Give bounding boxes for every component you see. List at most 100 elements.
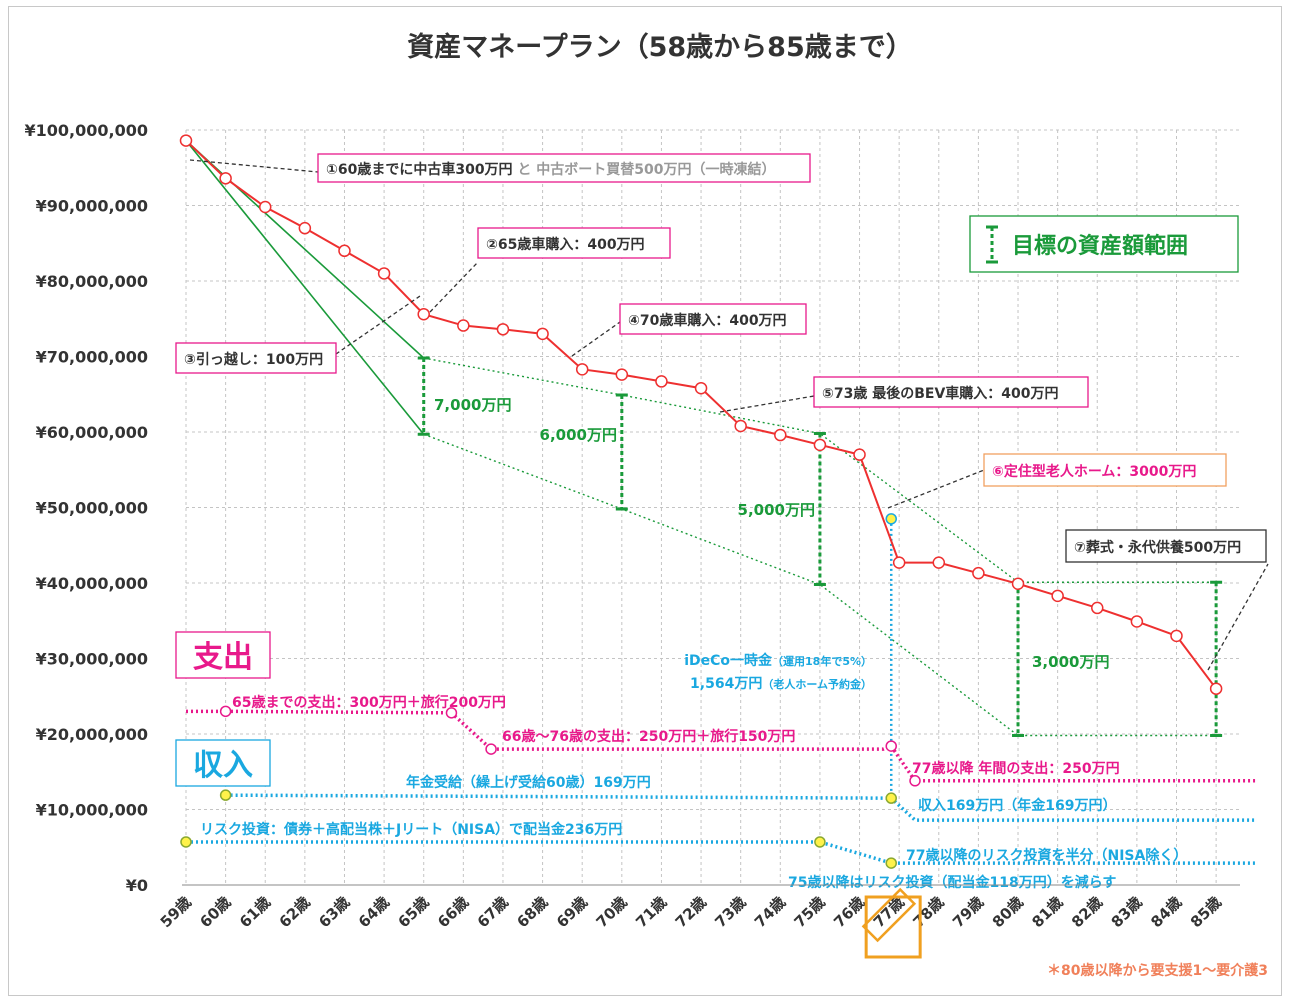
asset-point bbox=[258, 200, 272, 214]
legend-box bbox=[969, 215, 1239, 273]
x-tick-label: 82歳 bbox=[1068, 893, 1106, 931]
event-1-leader bbox=[189, 159, 319, 173]
y-tick-label: ¥20,000,000 bbox=[36, 725, 148, 744]
expense-marker bbox=[909, 775, 921, 787]
x-tick-label: 63歳 bbox=[315, 893, 353, 931]
expense-line bbox=[186, 709, 1256, 783]
dividend-marker bbox=[814, 836, 826, 848]
x-tick-label: 72歳 bbox=[672, 893, 710, 931]
y-tick-label: ¥70,000,000 bbox=[36, 348, 148, 367]
asset-point bbox=[1170, 629, 1183, 643]
y-tick-label: ¥10,000,000 bbox=[36, 801, 148, 820]
expense-to65-label: 65歳までの支出：300万円＋旅行200万円 bbox=[232, 694, 506, 711]
care-note: ＊80歳以降から要支援1～要介護3 bbox=[1047, 962, 1268, 979]
y-tick-label: ¥80,000,000 bbox=[36, 272, 148, 291]
x-tick-label: 59歳 bbox=[157, 893, 195, 931]
event-3-leader bbox=[335, 295, 421, 355]
ideco-line2-main: 1,564万円 bbox=[690, 676, 762, 692]
annotations: ①60歳までに中古車300万円 と 中古ボート買替500万円（一時凍結） ②65歳… bbox=[175, 153, 1269, 979]
y-tick-label: ¥0 bbox=[126, 876, 148, 895]
pension-line bbox=[225, 793, 1256, 822]
x-tick-label: 81歳 bbox=[1028, 893, 1066, 931]
risk-75-label: 75歳以降はリスク投資（配当金118万円）を減らす bbox=[788, 874, 1116, 891]
x-tick-label: 74歳 bbox=[751, 893, 789, 931]
asset-point bbox=[972, 566, 985, 580]
risk-label: リスク投資：債券＋高配当株＋Jリート（NISA）で配当金236万円 bbox=[200, 821, 622, 838]
x-tick-label: 79歳 bbox=[949, 893, 987, 931]
highlight-77-box bbox=[864, 895, 922, 959]
y-tick-label: ¥60,000,000 bbox=[36, 423, 148, 442]
event-5-leader bbox=[719, 395, 815, 413]
asset-point bbox=[853, 448, 866, 461]
ideco-line2-sub: （老人ホーム予約金） bbox=[762, 677, 872, 691]
event-7-label: ⑦葬式・永代供養500万円 bbox=[1074, 539, 1241, 556]
asset-point bbox=[179, 134, 193, 147]
target-range-label: 5,000万円 bbox=[738, 501, 815, 519]
risk-77-label: 77歳以降のリスク投資を半分（NISA除く） bbox=[906, 847, 1187, 864]
asset-point bbox=[1130, 615, 1144, 628]
asset-point bbox=[377, 267, 391, 280]
event-6-box bbox=[983, 453, 1227, 487]
event-5-label: ⑤73歳 最後のBEV車購入：400万円 bbox=[822, 385, 1059, 402]
event-6-label: ⑥定住型老人ホーム：3000万円 bbox=[992, 463, 1196, 480]
event-5-box bbox=[813, 376, 1089, 408]
asset-point bbox=[932, 556, 946, 569]
x-tick-label: 69歳 bbox=[553, 893, 591, 931]
asset-point bbox=[575, 363, 589, 376]
asset-point bbox=[417, 307, 430, 321]
target-lower-solid bbox=[185, 140, 425, 435]
x-tick-label: 67歳 bbox=[474, 893, 512, 931]
x-tick-label: 83歳 bbox=[1108, 893, 1146, 931]
event-2-box bbox=[477, 227, 671, 259]
y-tick-label: ¥50,000,000 bbox=[36, 499, 148, 518]
y-tick-label: ¥40,000,000 bbox=[36, 574, 148, 593]
event-4-box bbox=[619, 303, 807, 335]
x-tick-label: 60歳 bbox=[196, 893, 234, 931]
x-tick-label: 80歳 bbox=[989, 893, 1027, 931]
event-3-label: ③引っ越し：100万円 bbox=[184, 351, 323, 368]
event-1-box bbox=[317, 153, 811, 183]
asset-point bbox=[338, 244, 351, 258]
income-heading: 収入 bbox=[193, 748, 253, 783]
event-1-main: ①60歳までに中古車300万円 bbox=[326, 161, 513, 178]
pension-marker bbox=[885, 792, 897, 804]
event-2-label: ②65歳車購入：400万円 bbox=[486, 236, 645, 253]
income-heading-box bbox=[175, 739, 271, 787]
asset-point bbox=[1091, 601, 1104, 615]
x-tick-label: 84歳 bbox=[1147, 893, 1185, 931]
dividend-line bbox=[186, 840, 1256, 865]
asset-point bbox=[813, 438, 827, 452]
target-range-label: 3,000万円 bbox=[1032, 653, 1109, 671]
event-7-leader bbox=[1207, 563, 1269, 671]
pension-marker bbox=[219, 789, 232, 801]
target-range-label: 7,000万円 bbox=[434, 396, 511, 414]
y-tick-label: ¥100,000,000 bbox=[25, 121, 148, 140]
x-tick-label: 77歳 bbox=[870, 893, 908, 931]
event-4-leader bbox=[571, 321, 621, 357]
event-6-leader bbox=[887, 469, 985, 509]
asset-point bbox=[496, 323, 510, 336]
expense-marker bbox=[885, 740, 897, 752]
asset-point bbox=[892, 556, 906, 569]
expense-heading-box bbox=[175, 631, 271, 679]
x-tick-label: 85歳 bbox=[1187, 893, 1225, 931]
x-tick-label: 65歳 bbox=[394, 893, 432, 931]
asset-point bbox=[655, 375, 668, 388]
x-tick-label: 70歳 bbox=[593, 893, 631, 931]
asset-point bbox=[734, 419, 747, 433]
event-1-extra: と 中古ボート買替500万円（一時凍結） bbox=[513, 161, 776, 178]
x-tick-label: 75歳 bbox=[791, 893, 829, 931]
x-tick-label: 73歳 bbox=[711, 893, 749, 931]
expense-heading: 支出 bbox=[193, 640, 253, 675]
x-tick-label: 62歳 bbox=[276, 893, 314, 931]
ideco-label-line2: 1,564万円（老人ホーム予約金） bbox=[690, 676, 872, 692]
ideco-marker bbox=[885, 513, 897, 525]
x-tick-label: 66歳 bbox=[434, 893, 472, 931]
expense-77-label: 77歳以降 年間の支出：250万円 bbox=[912, 760, 1120, 777]
asset-point bbox=[457, 319, 470, 332]
ideco-line1-main: iDeCo一時金 bbox=[684, 652, 773, 669]
x-tick-label: 61歳 bbox=[236, 893, 274, 931]
target-range-label: 6,000万円 bbox=[540, 426, 617, 444]
ideco-label-line1: iDeCo一時金（運用18年で5%） bbox=[684, 652, 872, 669]
